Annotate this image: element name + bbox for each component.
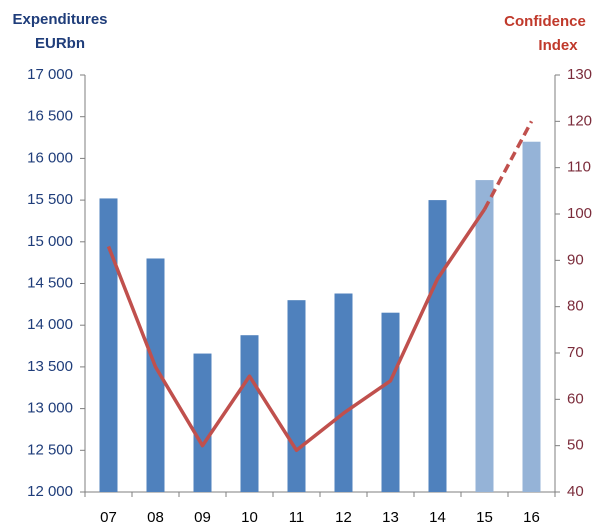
y-tick-label: 12 500: [27, 441, 73, 458]
y-tick-label: 13 500: [27, 358, 73, 375]
bar: [240, 335, 259, 492]
x-tick-label: 15: [476, 509, 493, 525]
y-tick-label: 16 000: [27, 149, 73, 166]
bar: [428, 200, 447, 492]
y-tick-label: 16 500: [27, 108, 73, 125]
y-axis-title: EURbn: [35, 35, 85, 52]
y2-axis-title: Confidence: [504, 13, 586, 30]
x-tick-label: 12: [335, 509, 352, 525]
y2-tick-label: 130: [567, 66, 592, 83]
y2-tick-label: 40: [567, 483, 584, 500]
y2-tick-label: 110: [567, 159, 591, 176]
y2-tick-label: 100: [567, 205, 592, 222]
x-tick-label: 11: [289, 509, 305, 525]
y2-tick-label: 80: [567, 298, 584, 315]
y-tick-label: 14 000: [27, 316, 73, 333]
x-tick-label: 16: [523, 509, 540, 525]
y-axis-title: Expenditures: [12, 11, 107, 28]
y2-axis-title: Index: [538, 37, 578, 54]
y2-tick-label: 70: [567, 344, 584, 361]
x-tick-label: 08: [147, 509, 164, 525]
line: [106, 208, 486, 453]
y2-tick-label: 50: [567, 437, 584, 454]
y-tick-label: 13 000: [27, 400, 73, 417]
line: [482, 120, 534, 211]
y2-tick-label: 120: [567, 112, 592, 129]
x-tick-label: 10: [241, 509, 258, 525]
y-tick-label: 15 500: [27, 191, 73, 208]
bar: [334, 293, 353, 492]
bar: [99, 198, 118, 492]
x-tick-label: 13: [382, 509, 399, 525]
y-tick-label: 14 500: [27, 274, 73, 291]
y-tick-label: 15 000: [27, 233, 73, 250]
y2-tick-label: 60: [567, 390, 584, 407]
bar: [287, 300, 306, 492]
bar: [475, 180, 494, 493]
x-tick-label: 09: [194, 509, 211, 525]
bar: [522, 141, 541, 492]
bar: [146, 258, 165, 492]
y2-tick-label: 90: [567, 251, 584, 268]
y-tick-label: 17 000: [27, 66, 73, 83]
x-tick-label: 07: [100, 509, 117, 525]
bar: [381, 312, 400, 492]
y-tick-label: 12 000: [27, 483, 73, 500]
bar: [193, 353, 212, 492]
x-tick-label: 14: [429, 509, 446, 525]
